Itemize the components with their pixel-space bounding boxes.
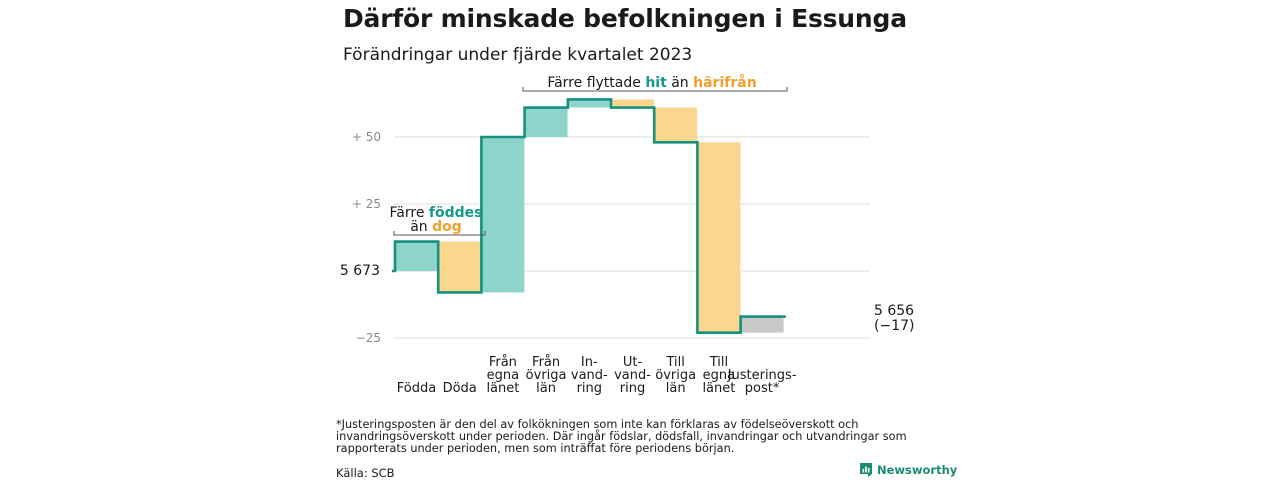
- category-label: Döda: [443, 381, 477, 396]
- bar-increase: [524, 107, 568, 137]
- annotation-migration: Färre flyttade hit än härifrån: [522, 74, 788, 92]
- bar-adjustment: [740, 316, 784, 333]
- annotation-migration-text: Färre flyttade hit än härifrån: [547, 74, 756, 91]
- annotation-births-bracket: [393, 231, 486, 236]
- y-tick-label: −25: [356, 331, 381, 345]
- category-label: Till övriga län: [655, 355, 696, 396]
- bar-increase: [567, 99, 611, 108]
- chart-title: Därför minskade befolkningen i Essunga: [343, 4, 907, 33]
- end-change-label: (−17): [874, 318, 914, 334]
- category-label: Justerings-post*: [727, 368, 797, 396]
- y-tick-label: + 50: [352, 130, 381, 144]
- category-label: Ut-vand-ring: [614, 355, 651, 396]
- step-line: [392, 98, 786, 334]
- bar-decrease: [654, 107, 698, 143]
- brand-name: Newsworthy: [877, 463, 958, 477]
- category-label: Till egna länet: [702, 355, 735, 396]
- bar-increase: [395, 241, 438, 271]
- bar-increase: [481, 137, 525, 293]
- bar-decrease: [611, 99, 654, 108]
- newsworthy-logo-icon: [860, 463, 872, 477]
- category-label: Från övriga län: [526, 355, 567, 396]
- end-value-label: 5 656: [874, 303, 914, 319]
- annotation-births-line2: än dog: [410, 219, 462, 235]
- bar-decrease: [438, 241, 482, 293]
- category-label: Födda: [397, 381, 436, 396]
- footnote: *Justeringsposten är den del av folkökni…: [336, 418, 907, 455]
- bar-decrease: [697, 142, 741, 333]
- category-label: In-vand-ring: [571, 355, 608, 396]
- bracket-line: [522, 87, 788, 92]
- start-value-label: 5 673: [340, 263, 380, 279]
- brand[interactable]: Newsworthy: [860, 463, 957, 477]
- bracket-line: [393, 231, 486, 236]
- category-label: Från egna länet: [486, 355, 519, 396]
- source-label: Källa: SCB: [336, 466, 395, 480]
- y-tick-label: + 25: [352, 197, 381, 211]
- chart-subtitle: Förändringar under fjärde kvartalet 2023: [343, 45, 693, 65]
- annotation-births-line1: Färre föddes: [390, 205, 483, 221]
- annotation-migration-bracket: [522, 87, 788, 92]
- annotation-births: Färre föddes än dog: [390, 205, 486, 236]
